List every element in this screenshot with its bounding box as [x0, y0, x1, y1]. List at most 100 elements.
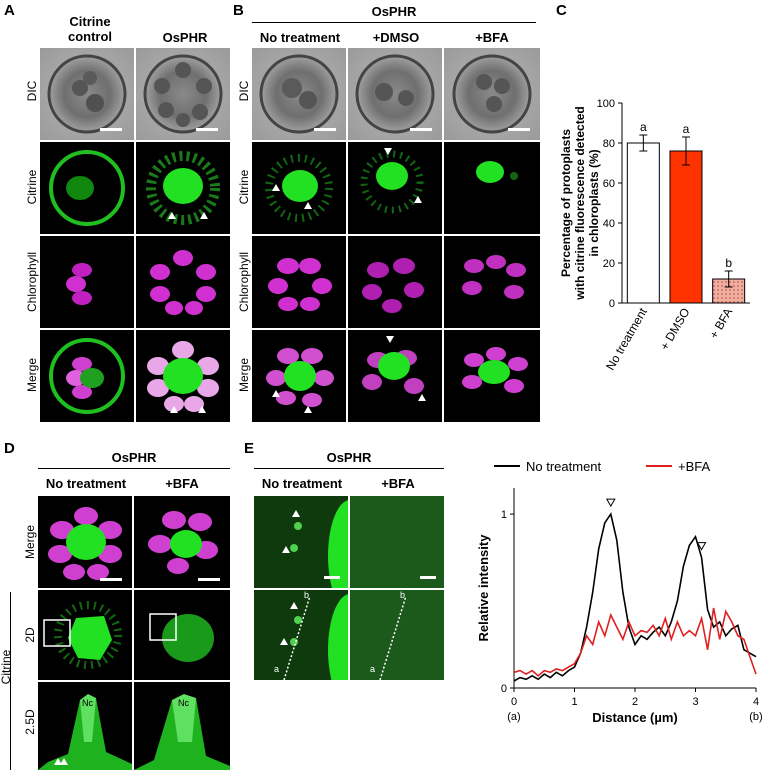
arrowhead-marker	[282, 546, 290, 553]
panel-a-dic-osphr-image	[136, 48, 230, 140]
scale-bar	[410, 128, 432, 131]
scale-bar	[314, 128, 336, 131]
arrowhead-marker	[384, 148, 392, 155]
panel-a-merge-osphr-image	[136, 330, 230, 422]
panel-e-line-chart: No treatment +BFA 0 1 0 1 2 3 4 (a) (b) Distance (µ…	[476, 459, 763, 725]
scale-bar	[420, 576, 436, 579]
panel-d-header-no-treatment: No treatment	[45, 476, 127, 491]
series-line-no-treatment	[513, 512, 757, 682]
x-tick-label: 3	[692, 696, 698, 708]
scale-bar	[198, 578, 220, 581]
arrowhead-marker	[280, 638, 288, 645]
panel-letter-d: D	[4, 440, 15, 457]
scale-bar	[100, 128, 122, 131]
panel-d-2d-bfa-image	[134, 590, 230, 680]
line-start-label-a: a	[370, 664, 376, 674]
panel-b-header-dmso: +DMSO	[372, 30, 420, 45]
panel-b-merge-bfa-image	[444, 330, 540, 422]
line-start-label-a: a	[274, 664, 280, 674]
arrowhead-marker	[290, 602, 298, 609]
panel-b-dic-no-treatment-image	[252, 48, 346, 140]
x-end-label-b: (b)	[749, 711, 762, 723]
panel-b-chlorophyll-dmso-image	[348, 236, 442, 328]
y-axis-label: Percentage of protoplasts	[560, 129, 573, 277]
scale-bar	[508, 128, 530, 131]
panel-a-row-chlorophyll: Chlorophyll	[25, 251, 39, 312]
nucleus-label: Nc	[82, 698, 93, 708]
panel-a-row-merge: Merge	[25, 358, 39, 393]
panel-b-merge-no-treatment-image	[252, 330, 346, 422]
panel-a-header-osphr: OsPHR	[162, 30, 208, 45]
arrowhead-marker	[200, 212, 208, 219]
arrowhead-marker	[304, 202, 312, 209]
nucleus-label: Nc	[178, 698, 189, 708]
arrowhead-marker	[198, 406, 206, 413]
arrowhead-marker	[386, 336, 394, 343]
y-tick-label: 20	[603, 258, 615, 270]
panel-a-header-line2: control	[67, 29, 113, 44]
peak-marker	[696, 542, 707, 551]
arrowhead-marker	[272, 184, 280, 191]
panel-d-row-merge: Merge	[23, 525, 37, 560]
panel-letter-b: B	[233, 2, 244, 19]
y-tick-label: 60	[603, 178, 615, 190]
x-tick-label: 2	[632, 696, 638, 708]
panel-b-merge-dmso-image	[348, 330, 442, 422]
y-tick-label: 80	[603, 138, 615, 150]
significance-letter: a	[683, 122, 690, 136]
panel-c-bar-chart: Percentage of protoplasts with citrine fl…	[560, 98, 750, 373]
panel-b-header-bfa: +BFA	[475, 30, 509, 45]
panel-a-header-control: Citrine control	[45, 14, 135, 44]
arrowhead-marker	[168, 212, 176, 219]
panel-d-side-label-citrine: Citrine	[0, 649, 13, 685]
y-axis-label: Relative intensity	[476, 534, 491, 642]
panel-a-row-dic: DIC	[25, 80, 39, 102]
significance-letter: a	[640, 120, 647, 134]
panel-a-merge-control-image	[40, 330, 134, 422]
panel-b-dic-dmso-image	[348, 48, 442, 140]
x-tick-label: 1	[571, 696, 577, 708]
panel-a-chlorophyll-osphr-image	[136, 236, 230, 328]
arrowhead-marker	[272, 390, 280, 397]
panel-e-bfa-top-image	[350, 496, 444, 588]
y-tick-label: 1	[501, 509, 507, 521]
peak-marker	[605, 498, 616, 508]
legend-label-bfa: +BFA	[678, 459, 710, 474]
panel-b-chlorophyll-no-treatment-image	[252, 236, 346, 328]
series-line-bfa	[513, 607, 757, 677]
bar	[626, 142, 660, 304]
y-tick-label: 0	[609, 298, 615, 310]
x-tick-label: 4	[753, 696, 759, 708]
panel-e-group-header: OsPHR	[326, 450, 372, 465]
panel-d-2d-no-treatment-image	[38, 590, 132, 680]
panel-b-citrine-dmso-image	[348, 142, 442, 234]
panel-d-merge-bfa-image	[134, 496, 230, 588]
panel-e-no-treatment-bottom-image: a b	[254, 590, 348, 680]
x-tick-label: 0	[511, 696, 517, 708]
panel-d-25d-no-treatment-image: Nc	[38, 682, 132, 770]
panel-b-chlorophyll-bfa-image	[444, 236, 540, 328]
panel-b-header-rule	[252, 22, 536, 23]
panel-d-group-header: OsPHR	[111, 450, 157, 465]
panel-b-row-chlorophyll: Chlorophyll	[237, 251, 251, 312]
scale-bar	[196, 128, 218, 131]
arrowhead-marker	[54, 758, 62, 765]
panel-b-row-citrine: Citrine	[237, 169, 251, 205]
legend-label-no-treatment: No treatment	[526, 459, 602, 474]
line-end-label-b: b	[304, 590, 310, 600]
panel-e-header-rule	[254, 468, 444, 469]
panel-letter-a: A	[4, 2, 15, 19]
y-tick-label: 40	[603, 218, 615, 230]
arrowhead-marker	[418, 394, 426, 401]
panel-d-25d-bfa-image: Nc	[134, 682, 230, 770]
panel-d-row-2d: 2D	[23, 627, 37, 643]
panel-d-header-bfa: +BFA	[165, 476, 199, 491]
panel-a-chlorophyll-control-image	[40, 236, 134, 328]
panel-d-merge-no-treatment-image	[38, 496, 132, 588]
x-tick-label: + BFA	[707, 306, 736, 342]
y-axis-label: in chloroplasts (%)	[587, 149, 601, 256]
arrowhead-marker	[414, 196, 422, 203]
panel-b-group-header: OsPHR	[371, 4, 417, 19]
panel-a-citrine-control-image	[40, 142, 134, 234]
panel-b-row-merge: Merge	[237, 358, 251, 393]
